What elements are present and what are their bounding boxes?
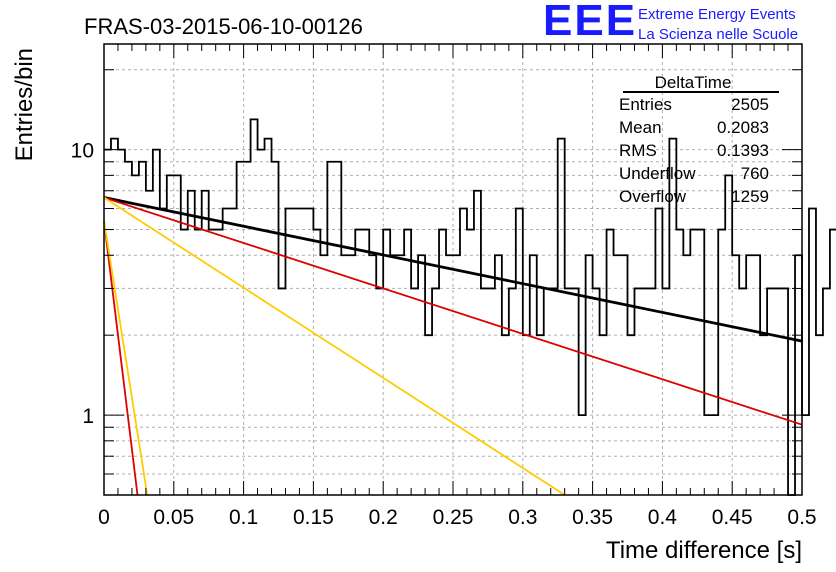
logo-line-2: La Scienza nelle Scuole bbox=[638, 26, 799, 43]
histogram-layer bbox=[104, 118, 836, 496]
x-tick-label: 0.1 bbox=[229, 506, 258, 529]
stats-value: 760 bbox=[741, 164, 769, 183]
logo-line-1: Extreme Energy Events bbox=[638, 6, 796, 23]
stats-value: 0.1393 bbox=[717, 141, 769, 160]
stats-box-title: DeltaTime bbox=[655, 73, 732, 92]
histogram-bins bbox=[104, 118, 836, 496]
x-tick-label: 0.4 bbox=[648, 506, 678, 529]
red-fit-line bbox=[103, 196, 803, 426]
stats-value: 1259 bbox=[731, 187, 769, 206]
eee-logo-text: Extreme Energy Events La Scienza nelle S… bbox=[638, 5, 798, 45]
y-tick-label: 10 bbox=[71, 140, 94, 163]
x-tick-label: 0.45 bbox=[712, 506, 753, 529]
stats-value: 0.2083 bbox=[717, 118, 769, 137]
yellow-fit-line bbox=[103, 196, 566, 496]
stats-value: 2505 bbox=[731, 95, 769, 114]
stats-label: Overflow bbox=[619, 187, 687, 206]
stats-label: Entries bbox=[619, 95, 672, 114]
axis-ticks bbox=[103, 44, 803, 496]
x-tick-label: 0 bbox=[98, 506, 110, 529]
y-tick-label: 1 bbox=[82, 405, 94, 428]
eee-logo: EEE Extreme Energy Events La Scienza nel… bbox=[543, 0, 833, 46]
x-tick-label: 0.2 bbox=[369, 506, 398, 529]
eee-logo-mark: EEE bbox=[543, 0, 638, 45]
x-tick-label: 0.25 bbox=[433, 506, 474, 529]
yellow-fit-line bbox=[103, 220, 149, 496]
x-tick-label: 0.5 bbox=[787, 506, 816, 529]
stats-box: DeltaTime Entries 2505 Mean 0.2083 RMS 0.1393 U… bbox=[619, 73, 779, 206]
x-axis-label: Time difference [s] bbox=[606, 537, 802, 564]
stats-label: Mean bbox=[619, 118, 662, 137]
red-fit-line bbox=[103, 220, 139, 496]
x-tick-label: 0.15 bbox=[293, 506, 334, 529]
stats-label: Underflow bbox=[619, 164, 696, 183]
black-fit-line bbox=[103, 196, 803, 343]
y-axis-label: Entries/bin bbox=[11, 48, 38, 161]
x-tick-label: 0.3 bbox=[508, 506, 537, 529]
chart-title: FRAS-03-2015-06-10-00126 bbox=[84, 14, 363, 39]
x-tick-label: 0.35 bbox=[572, 506, 613, 529]
x-tick-label: 0.05 bbox=[153, 506, 194, 529]
axis-tick-labels: 0 0.05 0.1 0.15 0.2 0.25 0.3 0.35 0.4 0.45 0.5 1 10 bbox=[71, 140, 817, 529]
fit-lines-layer bbox=[103, 196, 803, 496]
stats-label: RMS bbox=[619, 141, 657, 160]
